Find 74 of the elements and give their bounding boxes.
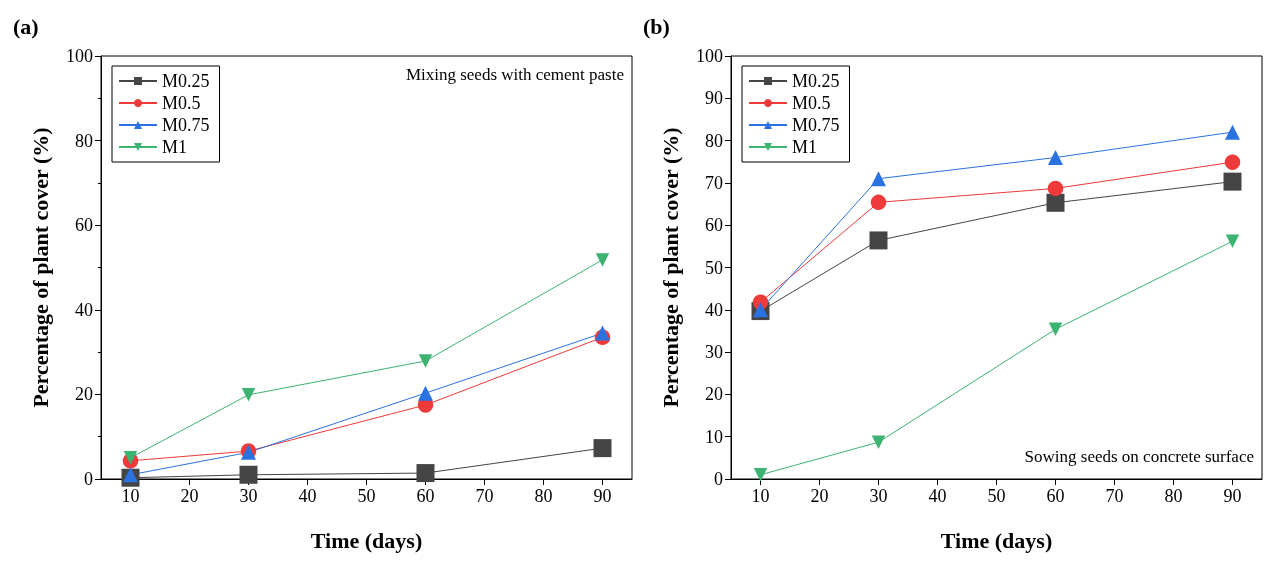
x-tick-label: 70 [475, 486, 494, 506]
point [753, 468, 768, 482]
legend-label: M0.25 [792, 71, 840, 91]
x-tick-label: 50 [987, 486, 1006, 506]
x-tick-label: 10 [121, 486, 140, 506]
point [1224, 154, 1241, 170]
y-tick-label: 20 [75, 384, 93, 405]
x-tick-label: 10 [751, 486, 770, 506]
y-tick-label: 20 [705, 384, 723, 405]
y-tick-label: 80 [75, 130, 93, 151]
legend-label: M0.5 [792, 93, 831, 113]
x-tick-label: 20 [810, 486, 829, 506]
x-tick-label: 90 [1223, 486, 1242, 506]
point [595, 253, 610, 267]
point [871, 435, 886, 449]
legend-label: M1 [792, 137, 818, 157]
x-tick-label: 60 [1046, 486, 1065, 506]
y-tick-label: 60 [705, 215, 723, 236]
point [593, 439, 612, 458]
x-tick-label: 30 [239, 486, 258, 506]
y-tick-label: 70 [705, 172, 723, 193]
y-tick-label: 40 [75, 299, 93, 320]
point [416, 464, 435, 483]
x-tick-label: 20 [180, 486, 199, 506]
x-tick-label: 70 [1105, 486, 1124, 506]
x-tick-label: 90 [593, 486, 612, 506]
x-axis-title: Time (days) [310, 527, 423, 553]
y-tick-label: 10 [705, 426, 723, 447]
chart-title: (a) [13, 13, 39, 39]
point [239, 465, 258, 484]
point [241, 388, 256, 402]
y-tick-label: 0 [84, 469, 93, 489]
y-tick-label: 80 [705, 130, 723, 151]
x-axis-title: Time (days) [940, 527, 1053, 553]
point [1046, 193, 1065, 212]
y-tick-label: 100 [66, 46, 93, 66]
point [418, 385, 433, 401]
y-tick-label: 90 [705, 88, 723, 109]
annotation: Sowing seeds on concrete surface [1024, 447, 1254, 466]
y-tick-label: 30 [705, 342, 723, 363]
point [123, 451, 138, 465]
point [1223, 172, 1242, 191]
x-tick-label: 40 [298, 486, 317, 506]
y-tick-label: 60 [75, 215, 93, 236]
point [1225, 124, 1240, 140]
annotation: Mixing seeds with cement paste [405, 65, 625, 84]
point [595, 325, 610, 341]
legend-label: M0.75 [162, 115, 210, 135]
point [870, 194, 887, 211]
legend-label: M1 [162, 137, 188, 157]
y-axis-title: Percentage of plant cover (%) [27, 127, 53, 408]
legend-label: M0.5 [162, 93, 201, 113]
y-tick-label: 40 [705, 299, 723, 320]
point [1048, 322, 1063, 337]
x-tick-label: 80 [1164, 486, 1183, 506]
x-tick-label: 80 [534, 486, 553, 506]
y-tick-label: 0 [714, 469, 723, 489]
x-tick-label: 30 [869, 486, 888, 506]
y-tick-label: 50 [705, 257, 723, 278]
x-tick-label: 40 [928, 486, 947, 506]
y-axis-title: Percentage of plant cover (%) [657, 127, 683, 408]
point [871, 171, 886, 187]
legend-label: M0.25 [162, 71, 210, 91]
chart-title: (b) [643, 13, 670, 39]
point [1047, 180, 1064, 197]
legend-label: M0.75 [792, 115, 840, 135]
point [1225, 234, 1240, 249]
x-tick-label: 60 [416, 486, 435, 506]
x-tick-label: 50 [357, 486, 376, 506]
point [418, 354, 433, 368]
point [1048, 150, 1063, 166]
y-tick-label: 100 [696, 46, 723, 66]
point [123, 467, 138, 483]
point [869, 231, 888, 250]
